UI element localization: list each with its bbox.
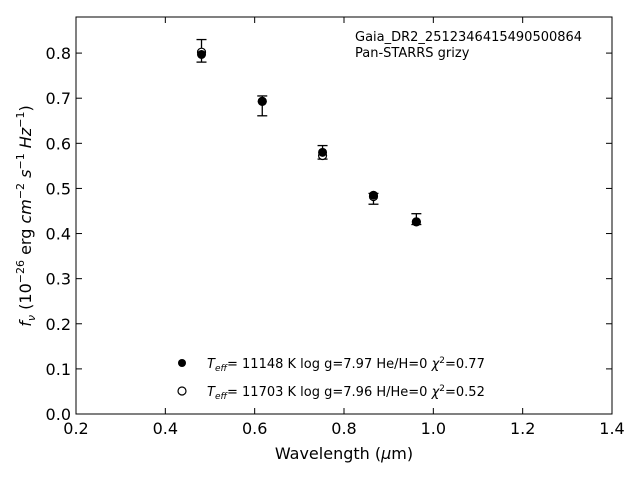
y-tick-label: 0.5 [46,179,71,198]
y-tick-label: 0.0 [46,405,71,424]
legend-marker-filled [178,359,186,367]
x-tick-label: 1.4 [599,419,624,438]
x-axis-label: Wavelength (μm) [275,444,413,463]
model-point-filled [197,49,207,59]
annotation-object-id: Gaia_DR2_2512346415490500864 [355,30,582,45]
y-axis-label: fν (10−26 erg cm−2 s−1 Hz−1) [14,105,38,326]
y-tick-label: 0.8 [46,44,71,63]
data-points [196,47,421,227]
model-point-filled [411,217,421,227]
plot-frame [75,16,613,415]
y-tick-label: 0.3 [46,270,71,289]
legend-text-filled: Teff= 11148 K log g=7.97 He/H=0 χ2=0.77 [207,356,485,374]
x-tick-label: 1.0 [421,419,446,438]
x-tick-label: 0.2 [63,419,88,438]
x-tick-label: 0.4 [153,419,178,438]
annotation-survey: Pan-STARRS grizy [355,46,470,61]
model-point-filled [368,190,378,200]
y-tick-label: 0.4 [46,225,71,244]
error-bars [196,38,422,226]
y-tick-label: 0.1 [46,360,71,379]
x-tick-label: 1.2 [510,419,535,438]
legend-marker-open [177,386,187,396]
x-tick-label: 0.8 [331,419,356,438]
legend-text-open: Teff= 11703 K log g=7.96 H/He=0 χ2=0.52 [207,384,485,402]
x-tick-label: 0.6 [242,419,267,438]
y-tick-label: 0.2 [46,315,71,334]
model-point-filled [257,96,267,106]
y-tick-label: 0.7 [46,89,71,108]
axis-ticks: 0.2 0.4 0.6 0.8 1.0 1.2 1.4 0.0 0.1 0.2 0.3 0.4 0.5 0… [46,17,625,438]
model-point-filled [318,147,328,157]
y-tick-label: 0.6 [46,134,71,153]
legend: Teff= 11148 K log g=7.97 He/H=0 χ2=0.77 T… [177,356,485,402]
